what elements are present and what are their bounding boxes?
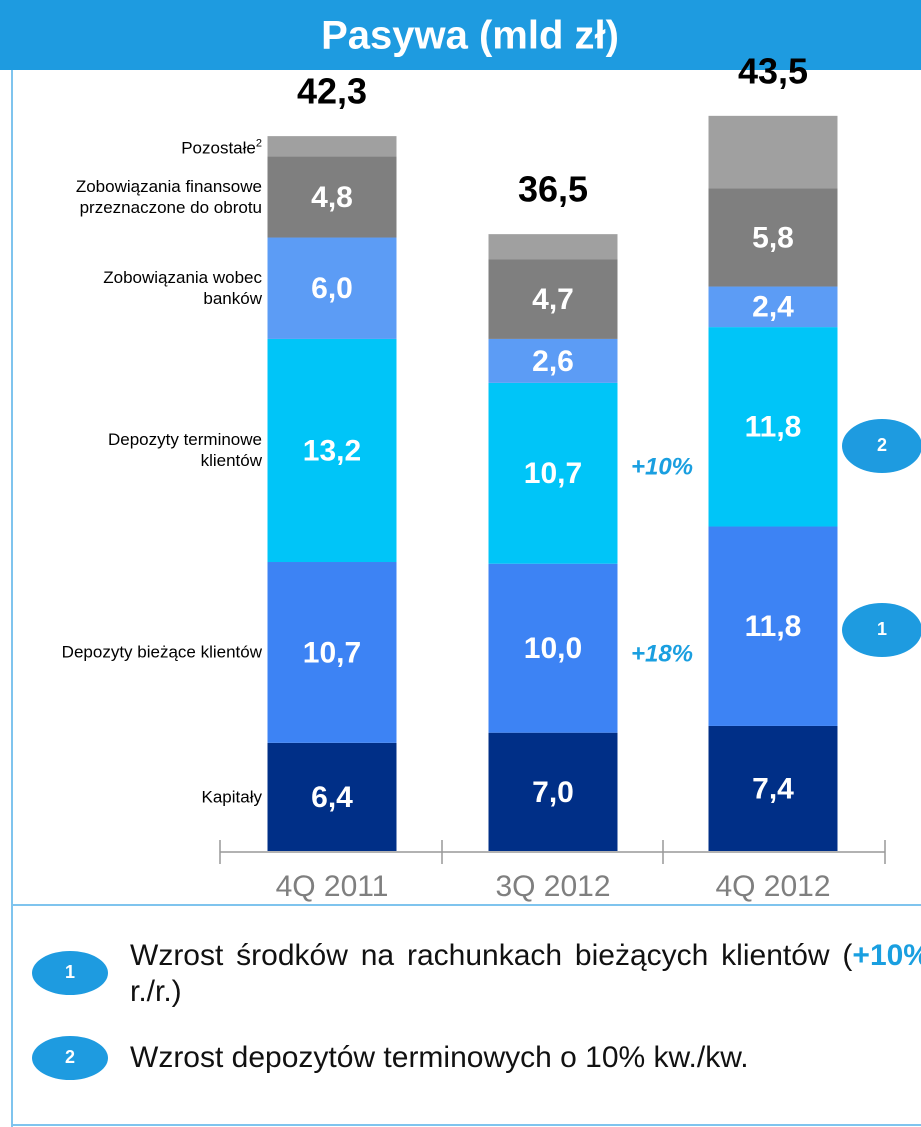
note-part: +10% bbox=[852, 939, 921, 972]
bar-segment bbox=[267, 562, 397, 743]
bar-segment bbox=[708, 188, 838, 287]
value-label: 7,0 bbox=[532, 776, 574, 809]
legend-label: Zobowiązania finansowe przeznaczone do o… bbox=[75, 176, 262, 217]
value-label: 13,2 bbox=[303, 434, 361, 467]
value-label: 4,8 bbox=[311, 181, 353, 214]
bar-segment bbox=[488, 259, 618, 339]
bar-segment bbox=[267, 338, 397, 563]
note-text: Wzrost środków na rachunkach bieżących k… bbox=[130, 938, 921, 1010]
bar-segment bbox=[488, 338, 618, 383]
x-tick-label: 3Q 2012 bbox=[495, 870, 610, 903]
bar-segment bbox=[488, 382, 618, 564]
title: Pasywa (mld zł) bbox=[321, 14, 619, 58]
bar-segment bbox=[708, 526, 838, 726]
bar-segment bbox=[267, 136, 397, 157]
x-tick-label: 4Q 2011 bbox=[276, 870, 389, 903]
note-badge-label: 1 bbox=[65, 962, 75, 982]
value-label: 11,8 bbox=[745, 411, 802, 444]
bar-segment bbox=[488, 732, 618, 851]
legend-note: 2 bbox=[255, 137, 262, 150]
legend-label: Kapitały bbox=[201, 787, 262, 807]
bar-segment bbox=[267, 237, 397, 339]
note-part: Wzrost środków na rachunkach bieżących k… bbox=[130, 939, 853, 972]
value-label: 10,7 bbox=[524, 457, 582, 490]
bar-segment bbox=[488, 563, 618, 733]
bar-segment bbox=[267, 742, 397, 851]
note-part: r./r.) bbox=[130, 975, 182, 1008]
value-label: 6,0 bbox=[311, 272, 353, 305]
badge bbox=[842, 419, 921, 473]
note-text: Wzrost depozytów terminowych o 10% kw./k… bbox=[130, 1040, 921, 1076]
note-part: Wzrost depozytów terminowych o 10% kw./k… bbox=[130, 1041, 749, 1074]
legend-label: Depozyty bieżące klientów bbox=[61, 642, 262, 662]
legend-label: Pozostałe2 bbox=[181, 137, 262, 158]
bar-segment bbox=[708, 327, 838, 527]
note-badge bbox=[32, 1036, 108, 1080]
value-label: 2,4 bbox=[752, 291, 794, 324]
growth-annotation: +18% bbox=[631, 640, 693, 667]
bar-segment bbox=[708, 725, 838, 851]
value-label: 7,4 bbox=[752, 772, 794, 805]
x-tick-label: 4Q 2012 bbox=[715, 870, 830, 903]
note-badge-label: 2 bbox=[65, 1047, 75, 1067]
growth-annotation: +10% bbox=[631, 453, 693, 480]
legend-label: Zobowiązania wobec banków bbox=[103, 268, 262, 309]
header-bar bbox=[0, 0, 921, 70]
bar-segment bbox=[488, 234, 618, 260]
bar-segment bbox=[267, 156, 397, 238]
note-badge bbox=[32, 951, 108, 995]
value-label: 5,8 bbox=[752, 221, 794, 254]
value-label: 10,7 bbox=[303, 636, 361, 669]
bar-segment bbox=[708, 115, 838, 189]
total-label: 43,5 bbox=[738, 50, 808, 91]
value-label: 4,7 bbox=[532, 283, 574, 316]
bar-segment bbox=[708, 286, 838, 328]
total-label: 42,3 bbox=[297, 71, 367, 112]
badge bbox=[842, 603, 921, 657]
value-label: 11,8 bbox=[745, 610, 802, 643]
badge-label: 1 bbox=[877, 619, 887, 639]
legend-label: Depozyty terminowe klientów bbox=[107, 430, 262, 471]
value-label: 6,4 bbox=[311, 781, 353, 814]
value-label: 2,6 bbox=[532, 345, 574, 378]
category-axis bbox=[219, 840, 886, 864]
total-label: 36,5 bbox=[518, 169, 588, 210]
badge-label: 2 bbox=[877, 435, 887, 455]
value-label: 10,0 bbox=[524, 632, 582, 665]
